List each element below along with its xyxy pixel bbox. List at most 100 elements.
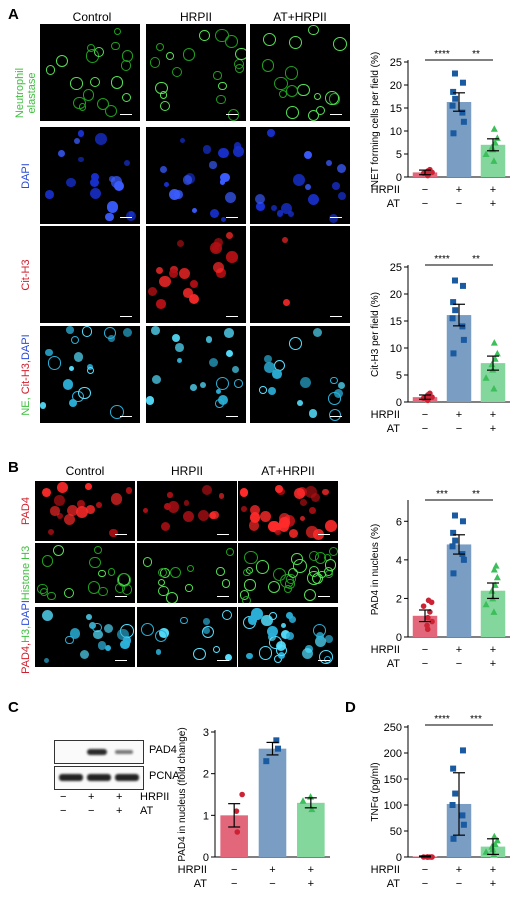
data-point xyxy=(450,570,457,577)
cell-mark xyxy=(239,488,249,497)
cell-mark xyxy=(87,366,95,374)
cell-mark xyxy=(45,190,54,199)
cell-mark xyxy=(203,618,210,625)
cell-mark xyxy=(260,510,272,522)
cell-mark xyxy=(315,636,327,648)
cell-mark xyxy=(160,165,168,173)
data-point xyxy=(460,556,467,563)
cell-mark xyxy=(274,76,288,91)
scale-bar xyxy=(120,316,132,317)
scale-bar xyxy=(217,534,229,535)
cell-mark xyxy=(45,349,53,357)
cell-mark xyxy=(225,35,238,48)
cell-mark xyxy=(69,628,81,639)
cell-mark xyxy=(68,365,75,372)
cell-mark xyxy=(308,193,320,205)
data-point xyxy=(452,537,459,544)
cell-mark xyxy=(215,28,229,42)
y-tick-label: 15 xyxy=(390,316,402,328)
cell-mark xyxy=(213,645,221,654)
cell-mark xyxy=(299,377,311,389)
cell-mark xyxy=(325,90,339,105)
at-sign: + xyxy=(308,878,314,890)
micrograph-a-r2-c0 xyxy=(40,226,140,323)
cell-mark xyxy=(276,210,284,217)
cell-mark xyxy=(244,550,258,565)
hrpii-sign: + xyxy=(490,409,496,421)
y-tick-label: 0 xyxy=(396,397,402,409)
y-tick-label: 50 xyxy=(390,826,402,838)
data-point xyxy=(452,307,459,314)
cell-mark xyxy=(244,579,256,591)
cell-mark xyxy=(168,269,178,279)
data-point xyxy=(488,843,496,850)
data-point xyxy=(459,109,466,116)
y-tick-label: 0 xyxy=(396,632,402,644)
cell-mark xyxy=(235,47,246,61)
row-label-part: PAD4 xyxy=(20,497,32,525)
at-sign: − xyxy=(231,878,237,890)
data-point xyxy=(482,848,490,855)
data-point xyxy=(449,102,456,109)
y-axis-label: PAD4 in nucleus (%) xyxy=(370,524,381,616)
data-point xyxy=(490,385,498,392)
cell-mark xyxy=(125,487,133,494)
sig-label: ** xyxy=(472,489,480,500)
at-sign: − xyxy=(422,658,428,670)
chart-tnf-alpha: 0 50 100 150 200 250 TNFα (pg/ml) **** *** − + + − − +… xyxy=(358,705,520,905)
scale-bar xyxy=(115,596,127,597)
cell-mark xyxy=(322,488,329,496)
cell-mark xyxy=(271,369,282,379)
data-point xyxy=(273,737,280,744)
cell-mark xyxy=(285,66,299,80)
cell-mark xyxy=(97,641,107,650)
cell-mark xyxy=(123,636,132,645)
cell-mark xyxy=(147,286,158,296)
cell-mark xyxy=(212,262,224,274)
micrograph-a-r3-c0 xyxy=(40,326,140,423)
cell-mark xyxy=(268,580,281,593)
col-title-at-hrpii: AT+HRPII xyxy=(273,10,327,24)
cell-mark xyxy=(264,354,273,363)
cell-mark xyxy=(183,287,193,298)
data-point xyxy=(299,797,307,804)
micrograph-b-r1-c1 xyxy=(137,543,237,603)
cell-mark xyxy=(219,179,225,185)
cell-mark xyxy=(216,567,225,576)
scale-bar xyxy=(217,660,229,661)
cell-mark xyxy=(174,342,184,352)
cell-mark xyxy=(254,193,265,205)
micrograph-a-r1-c2 xyxy=(250,127,350,224)
data-point xyxy=(451,277,458,284)
cell-mark xyxy=(90,173,100,182)
chart-pad4-nucleus: 0 2 4 6 PAD4 in nucleus (%) *** ** − + + − − + HRPII A… xyxy=(358,480,520,685)
cell-mark xyxy=(97,97,110,111)
data-point xyxy=(490,339,498,346)
cell-mark xyxy=(167,501,180,513)
y-tick-label: 4 xyxy=(396,555,402,567)
y-axis-label: TNFα (pg/ml) xyxy=(370,762,381,821)
micrograph-a-r1-c1 xyxy=(146,127,246,224)
cell-mark xyxy=(171,334,180,343)
cell-mark xyxy=(124,159,131,167)
cell-mark xyxy=(279,517,291,528)
data-point xyxy=(429,618,435,625)
cell-mark xyxy=(267,633,276,641)
at-sign: − xyxy=(456,423,462,435)
y-tick-label: 2 xyxy=(396,593,402,605)
cell-mark xyxy=(177,239,185,247)
cell-mark xyxy=(218,82,227,91)
cell-mark xyxy=(66,177,76,188)
cell-mark xyxy=(188,293,199,304)
at-row-label: AT xyxy=(387,423,401,435)
sign: − xyxy=(88,805,95,817)
micrograph-b-r2-c0 xyxy=(35,607,135,667)
cell-mark xyxy=(89,76,100,87)
cell-mark xyxy=(123,327,133,337)
y-tick-label: 100 xyxy=(384,800,402,812)
cell-mark xyxy=(93,629,104,640)
cell-mark xyxy=(263,32,277,46)
cell-mark xyxy=(325,159,332,166)
bar-hrpii xyxy=(446,102,472,177)
cell-mark xyxy=(47,528,55,536)
